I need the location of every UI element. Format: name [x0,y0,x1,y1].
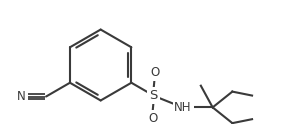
Text: NH: NH [174,101,192,114]
Text: O: O [148,112,157,125]
Text: O: O [150,66,159,79]
Text: S: S [149,89,158,102]
Text: N: N [17,90,26,103]
